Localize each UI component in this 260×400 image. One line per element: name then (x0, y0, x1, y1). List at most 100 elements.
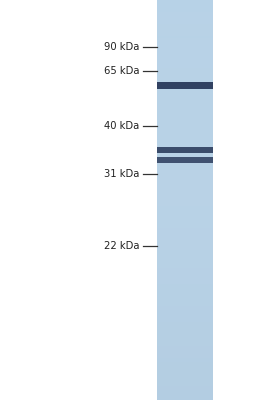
Bar (157, 88, 213, 90)
Bar (157, 222, 213, 224)
Bar (157, 336, 213, 338)
Bar (157, 258, 213, 260)
Bar (157, 96, 213, 98)
Bar (157, 0, 213, 2)
Bar (157, 24, 213, 26)
Bar (157, 86, 213, 88)
Bar (157, 304, 213, 306)
Bar (157, 274, 213, 276)
Bar (157, 66, 213, 68)
Bar (157, 300, 213, 302)
Bar (157, 252, 213, 254)
Bar (157, 202, 213, 204)
Bar (157, 144, 213, 146)
Bar (157, 80, 213, 82)
Bar (157, 108, 213, 110)
Bar (157, 246, 213, 248)
Bar (157, 244, 213, 246)
Bar (157, 147, 213, 153)
Bar (157, 292, 213, 294)
Bar (157, 92, 213, 94)
Bar (157, 322, 213, 324)
Bar (157, 390, 213, 392)
Bar (157, 378, 213, 380)
Bar (157, 326, 213, 328)
Bar (157, 104, 213, 106)
Bar (157, 212, 213, 214)
Bar (157, 210, 213, 212)
Bar (157, 118, 213, 120)
Bar (157, 2, 213, 4)
Bar (157, 364, 213, 366)
Bar (157, 348, 213, 350)
Bar (157, 188, 213, 190)
Bar (157, 30, 213, 32)
Bar (157, 260, 213, 262)
Bar (157, 184, 213, 186)
Bar (157, 70, 213, 72)
Bar (157, 272, 213, 274)
Bar (157, 300, 213, 302)
Bar (157, 114, 213, 116)
Bar (157, 388, 213, 390)
Bar (157, 198, 213, 200)
Bar (157, 76, 213, 78)
Bar (157, 124, 213, 126)
Bar (157, 166, 213, 168)
Bar (157, 160, 213, 162)
Bar (157, 126, 213, 128)
Bar (157, 24, 213, 26)
Bar (157, 230, 213, 232)
Bar (157, 242, 213, 244)
Bar (157, 182, 213, 184)
Bar (157, 132, 213, 134)
Bar (157, 150, 213, 152)
Bar (157, 382, 213, 384)
Bar (157, 18, 213, 20)
Bar (157, 112, 213, 114)
Bar (157, 206, 213, 208)
Bar (157, 380, 213, 382)
Bar (157, 66, 213, 68)
Bar (157, 276, 213, 278)
Bar (157, 144, 213, 146)
Bar (157, 334, 213, 336)
Bar (157, 238, 213, 240)
Bar (157, 170, 213, 172)
Bar (157, 200, 213, 202)
Bar (157, 154, 213, 156)
Bar (157, 192, 213, 194)
Bar (157, 122, 213, 124)
Bar (157, 78, 213, 80)
Bar (157, 180, 213, 182)
Text: 40 kDa: 40 kDa (104, 121, 139, 131)
Bar (157, 174, 213, 176)
Bar (157, 312, 213, 314)
Bar (157, 84, 213, 86)
Bar (157, 106, 213, 108)
Bar (157, 384, 213, 386)
Bar (157, 240, 213, 242)
Bar (157, 56, 213, 58)
Bar (157, 138, 213, 140)
Bar (157, 150, 213, 152)
Bar (157, 166, 213, 168)
Bar (157, 54, 213, 56)
Bar (157, 246, 213, 248)
Bar (157, 62, 213, 64)
Bar (157, 302, 213, 304)
Bar (157, 312, 213, 314)
Bar (157, 116, 213, 118)
Bar (157, 106, 213, 108)
Bar (157, 100, 213, 102)
Bar (157, 20, 213, 22)
Bar (157, 14, 213, 16)
Bar (157, 146, 213, 148)
Bar (157, 94, 213, 96)
Bar (157, 212, 213, 214)
Bar (157, 224, 213, 226)
Bar (157, 328, 213, 330)
Bar (157, 214, 213, 216)
Bar (157, 128, 213, 130)
Bar (157, 130, 213, 132)
